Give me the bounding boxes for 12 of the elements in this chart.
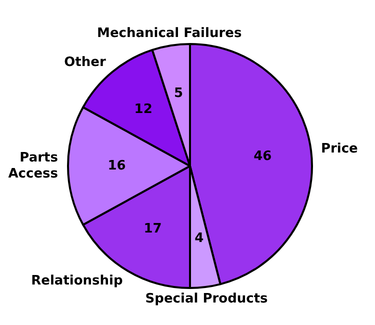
slice-label: Special Products xyxy=(145,291,268,306)
data-label: 17 xyxy=(144,221,162,236)
slice-label: Parts Access xyxy=(8,150,58,182)
slice-label: Relationship xyxy=(31,274,123,289)
data-label: 5 xyxy=(174,86,184,102)
slice-label: Other xyxy=(64,55,106,70)
data-label: 4 xyxy=(194,231,204,246)
slice-label: Mechanical Failures xyxy=(97,26,242,42)
data-label: 16 xyxy=(108,158,126,174)
slice-label: Price xyxy=(320,142,358,157)
data-label: 12 xyxy=(134,102,152,117)
data-label: 46 xyxy=(254,149,272,164)
